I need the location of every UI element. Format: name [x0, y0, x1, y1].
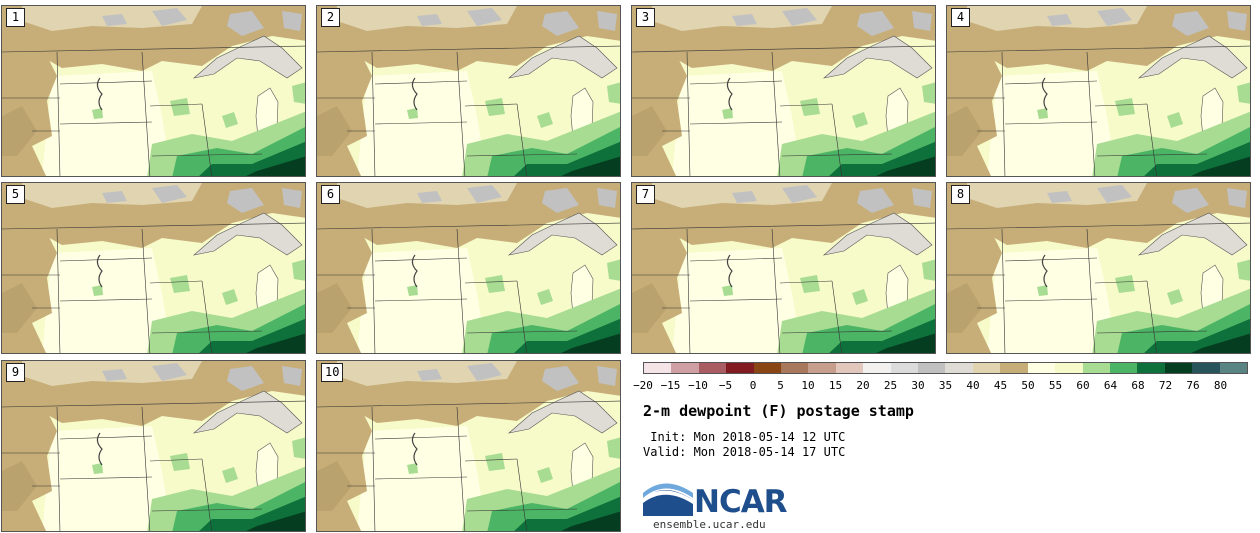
- colorbar-tick-label: −20: [633, 379, 653, 392]
- colorbar-segment: [1082, 363, 1110, 373]
- panel-member-label: 8: [951, 185, 970, 204]
- colorbar-segment: [1109, 363, 1138, 373]
- colorbar-tick-label: −15: [660, 379, 681, 392]
- colorbar-segment: [753, 363, 782, 373]
- colorbar-tick-label: 72: [1158, 379, 1173, 392]
- map-panel: 4: [946, 5, 1251, 177]
- map-panel: 7: [631, 182, 936, 354]
- logo-url: ensemble.ucar.edu: [653, 518, 766, 531]
- colorbar-tick-label: 64: [1103, 379, 1118, 392]
- colorbar-segment: [835, 363, 864, 373]
- dewpoint-map: [947, 183, 1250, 353]
- ncar-logo-text: NCAR: [694, 484, 788, 520]
- colorbar-segment: [890, 363, 919, 373]
- colorbar-segment: [808, 363, 836, 373]
- colorbar-segment: [1027, 363, 1056, 373]
- dewpoint-map: [2, 183, 305, 353]
- colorbar-tick-label: 68: [1131, 379, 1145, 392]
- colorbar-segment: [698, 363, 727, 373]
- colorbar-segment: [863, 363, 891, 373]
- map-panel: 1: [1, 5, 306, 177]
- valid-time: Valid: Mon 2018-05-14 17 UTC: [643, 445, 846, 459]
- panel-member-label: 6: [321, 185, 340, 204]
- colorbar-segment: [1219, 363, 1247, 373]
- init-time: Init: Mon 2018-05-14 12 UTC: [643, 430, 846, 444]
- colorbar-tick-label: 35: [938, 379, 953, 392]
- panel-member-label: 7: [636, 185, 655, 204]
- colorbar: [643, 362, 1248, 374]
- colorbar-tick-label: 40: [966, 379, 980, 392]
- colorbar-tick-label: 30: [911, 379, 925, 392]
- colorbar-tick-label: 80: [1213, 379, 1228, 392]
- colorbar-tick-label: 10: [801, 379, 815, 392]
- map-panel: 10: [316, 360, 621, 532]
- colorbar-segment: [1192, 363, 1220, 373]
- colorbar-segment: [1000, 363, 1028, 373]
- colorbar-tick-label: 20: [856, 379, 870, 392]
- map-panel: 6: [316, 182, 621, 354]
- colorbar-tick-label: 25: [883, 379, 898, 392]
- colorbar-tick-label: 76: [1186, 379, 1200, 392]
- colorbar-segment: [945, 363, 973, 373]
- colorbar-tick-label: 5: [777, 379, 784, 392]
- colorbar-segment: [644, 363, 672, 373]
- panel-member-label: 3: [636, 8, 655, 27]
- colorbar-tick-label: 15: [828, 379, 843, 392]
- colorbar-tick-label: −10: [688, 379, 708, 392]
- dewpoint-map: [317, 6, 620, 176]
- map-panel: 5: [1, 182, 306, 354]
- panel-member-label: 4: [951, 8, 970, 27]
- ncar-logo-icon: [643, 483, 693, 516]
- dewpoint-map: [317, 183, 620, 353]
- map-panel: 3: [631, 5, 936, 177]
- colorbar-segment: [1164, 363, 1193, 373]
- colorbar-segment: [781, 363, 809, 373]
- colorbar-tick-label: 60: [1076, 379, 1090, 392]
- panel-member-label: 5: [6, 185, 25, 204]
- panel-member-label: 10: [321, 363, 344, 382]
- colorbar-segment: [1137, 363, 1165, 373]
- dewpoint-map: [317, 361, 620, 531]
- map-panel: 9: [1, 360, 306, 532]
- map-panel: 2: [316, 5, 621, 177]
- colorbar-ticks: −20 −15 −10 −5 0 5 10 15 20 25 30 35 40 45 50 55 60 64 68 7…: [633, 379, 1248, 393]
- dewpoint-map: [632, 183, 935, 353]
- plot-title: 2-m dewpoint (F) postage stamp: [643, 402, 914, 420]
- colorbar-tick-label: 55: [1048, 379, 1063, 392]
- panel-member-label: 1: [6, 8, 25, 27]
- colorbar-tick-label: 45: [993, 379, 1008, 392]
- colorbar-segment: [972, 363, 1001, 373]
- dewpoint-map: [2, 361, 305, 531]
- panel-member-label: 9: [6, 363, 25, 382]
- colorbar-tick-label: 50: [1021, 379, 1035, 392]
- colorbar-segment: [918, 363, 946, 373]
- colorbar-tick-label: −5: [718, 379, 733, 392]
- dewpoint-map: [632, 6, 935, 176]
- colorbar-segment: [671, 363, 699, 373]
- colorbar-tick-label: 0: [749, 379, 757, 392]
- map-panel: 8: [946, 182, 1251, 354]
- colorbar-segment: [1055, 363, 1083, 373]
- colorbar-segment: [726, 363, 754, 373]
- dewpoint-map: [2, 6, 305, 176]
- panel-member-label: 2: [321, 8, 340, 27]
- dewpoint-map: [947, 6, 1250, 176]
